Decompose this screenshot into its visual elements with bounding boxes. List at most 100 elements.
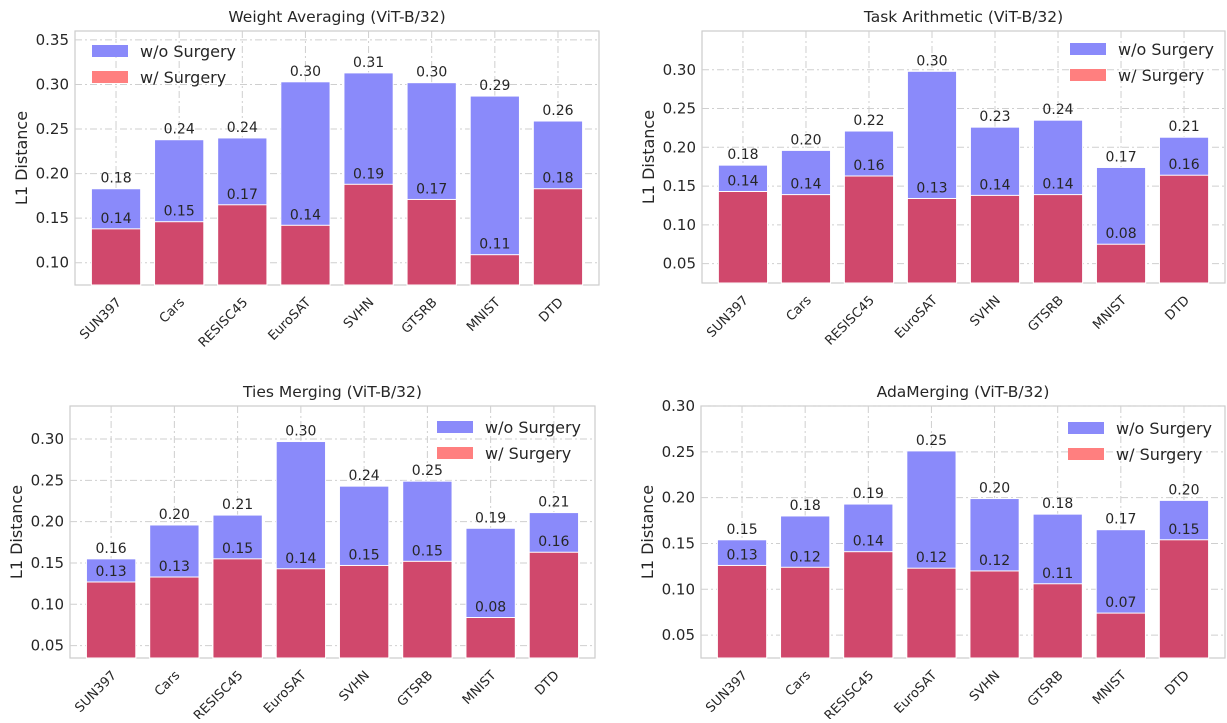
- y-tick-label: 0.35: [36, 31, 69, 49]
- legend-swatch-wo-surgery: [1070, 43, 1106, 55]
- data-label-w-surgery: 0.07: [1105, 595, 1136, 611]
- x-tick-label: SUN397: [704, 293, 752, 341]
- legend-label-w-surgery: w/ Surgery: [485, 444, 571, 463]
- data-label-w-surgery: 0.16: [853, 158, 884, 174]
- plot-area: [700, 405, 1226, 659]
- data-label-w-surgery: 0.08: [475, 600, 506, 616]
- x-tick-label: DTD: [1162, 293, 1192, 323]
- data-label-w-surgery: 0.14: [100, 211, 131, 227]
- bar-wo-surgery-mnist: [469, 95, 520, 286]
- x-tick-label: EuroSAT: [892, 668, 941, 717]
- data-label-wo-surgery: 0.15: [726, 522, 757, 538]
- chart-title: Ties Merging (ViT-B/32): [242, 383, 422, 401]
- data-label-wo-surgery: 0.30: [290, 64, 321, 80]
- legend-swatch-w-surgery: [1070, 69, 1106, 81]
- bar-w-surgery-resisc45: [217, 204, 268, 286]
- data-label-wo-surgery: 0.21: [538, 495, 569, 511]
- x-tick-label: Cars: [152, 668, 183, 699]
- legend-swatch-wo-surgery: [1068, 422, 1104, 434]
- y-tick-label: 0.10: [31, 595, 64, 613]
- data-label-wo-surgery: 0.29: [479, 78, 510, 94]
- data-label-w-surgery: 0.18: [542, 171, 573, 187]
- x-tick-label: EuroSAT: [892, 293, 941, 342]
- data-label-w-surgery: 0.17: [416, 181, 447, 197]
- data-label-wo-surgery: 0.20: [1168, 482, 1199, 498]
- data-label-w-surgery: 0.16: [538, 534, 569, 550]
- y-tick-label: 0.30: [663, 61, 696, 79]
- data-label-wo-surgery: 0.18: [100, 171, 131, 187]
- bar-w-surgery-resisc45: [843, 175, 895, 284]
- legend: w/o Surgery w/ Surgery: [1070, 40, 1214, 85]
- data-label-wo-surgery: 0.30: [416, 65, 447, 81]
- y-tick-label: 0.05: [31, 637, 64, 655]
- bar-w-surgery-mnist: [1095, 243, 1147, 284]
- data-label-w-surgery: 0.14: [853, 534, 884, 550]
- bar-w-surgery-sun397: [85, 581, 137, 659]
- bar-w-surgery-svhn: [343, 183, 394, 286]
- legend-swatch-w-surgery: [437, 447, 473, 459]
- data-label-wo-surgery: 0.18: [790, 498, 821, 514]
- data-label-wo-surgery: 0.17: [1105, 149, 1136, 165]
- y-axis-label: L1 Distance: [638, 485, 657, 579]
- x-tick-label: SUN397: [72, 668, 120, 716]
- data-label-w-surgery: 0.14: [290, 207, 321, 223]
- y-tick-label: 0.25: [36, 120, 69, 138]
- bar-w-surgery-dtd: [1158, 539, 1210, 659]
- x-tick-label: DTD: [532, 668, 562, 698]
- x-tick-label: SUN397: [77, 295, 125, 343]
- chart-title: AdaMerging (ViT-B/32): [877, 383, 1050, 401]
- data-label-wo-surgery: 0.20: [790, 132, 821, 148]
- data-label-wo-surgery: 0.19: [853, 486, 884, 502]
- x-tick-label: RESISC45: [822, 668, 877, 719]
- bar-w-surgery-svhn: [969, 570, 1020, 659]
- legend-swatch-w-surgery: [92, 71, 128, 83]
- y-tick-label: 0.25: [662, 443, 695, 461]
- data-label-w-surgery: 0.15: [222, 541, 253, 557]
- y-axis-label: L1 Distance: [12, 111, 31, 205]
- bar-w-surgery-cars: [780, 194, 832, 284]
- legend-label-wo-surgery: w/o Surgery: [1116, 419, 1212, 438]
- x-tick-label: MNIST: [1090, 668, 1130, 708]
- bar-w-surgery-eurosat: [906, 197, 958, 284]
- y-tick-label: 0.10: [663, 216, 696, 234]
- x-tick-label: SVHN: [336, 668, 373, 705]
- legend-swatch-wo-surgery: [92, 45, 128, 57]
- data-label-w-surgery: 0.12: [790, 549, 821, 565]
- bar-w-surgery-gtsrb: [1032, 583, 1083, 659]
- y-tick-label: 0.25: [663, 100, 696, 118]
- bar-w-surgery-gtsrb: [1032, 194, 1084, 284]
- data-label-wo-surgery: 0.18: [1042, 496, 1073, 512]
- x-tick-label: GTSRB: [1025, 668, 1067, 710]
- legend-label-wo-surgery: w/o Surgery: [140, 42, 236, 61]
- y-tick-label: 0.05: [662, 626, 695, 644]
- data-label-w-surgery: 0.11: [479, 237, 510, 253]
- bar-w-surgery-eurosat: [906, 567, 957, 659]
- data-label-wo-surgery: 0.21: [1168, 119, 1199, 135]
- data-label-w-surgery: 0.13: [96, 564, 127, 580]
- y-tick-label: 0.15: [662, 534, 695, 552]
- data-label-wo-surgery: 0.23: [979, 109, 1010, 125]
- x-tick-label: SVHN: [341, 295, 378, 332]
- bar-w-surgery-dtd: [532, 188, 584, 286]
- y-tick-label: 0.20: [663, 138, 696, 156]
- chart-panel-2: 0.05 0.10 0.15 0.20 0.25 0.30 0.18 0.14 SUN397 0.…: [639, 8, 1226, 349]
- chart-title: Task Arithmetic (ViT-B/32): [863, 8, 1063, 26]
- y-tick-label: 0.20: [31, 513, 64, 531]
- x-tick-label: DTD: [1162, 668, 1192, 698]
- y-tick-label: 0.30: [31, 430, 64, 448]
- y-tick-label: 0.15: [36, 209, 69, 227]
- data-label-wo-surgery: 0.19: [475, 510, 506, 526]
- data-label-wo-surgery: 0.25: [916, 433, 947, 449]
- y-tick-label: 0.10: [662, 580, 695, 598]
- chart-panel-1: 0.10 0.15 0.20 0.25 0.30 0.35 0.18 0.14 SUN397 0.…: [12, 8, 600, 351]
- data-label-wo-surgery: 0.16: [96, 541, 127, 557]
- data-label-wo-surgery: 0.24: [227, 120, 258, 136]
- bar-w-surgery-eurosat: [275, 568, 327, 659]
- x-tick-label: GTSRB: [1025, 293, 1067, 335]
- y-tick-label: 0.25: [31, 471, 64, 489]
- x-tick-label: MNIST: [464, 295, 504, 335]
- data-label-w-surgery: 0.14: [727, 174, 758, 190]
- data-label-w-surgery: 0.14: [979, 177, 1010, 193]
